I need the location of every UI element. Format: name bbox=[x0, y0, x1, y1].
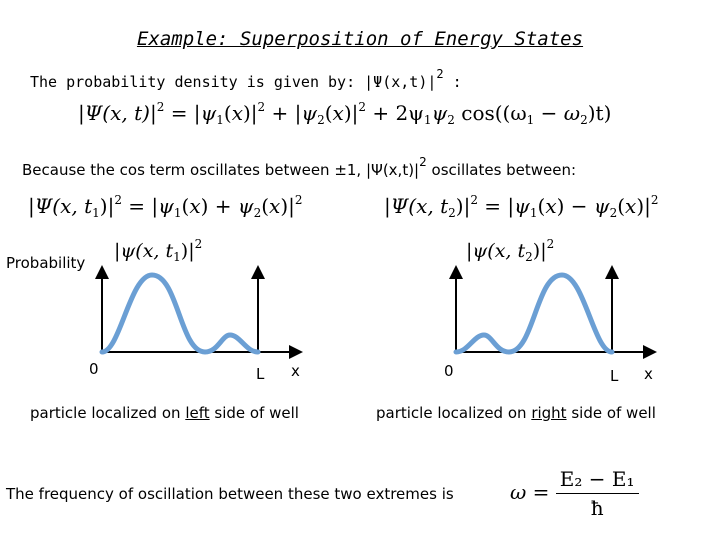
left-x-label: x bbox=[291, 362, 300, 380]
y-axis-label: Probability bbox=[6, 254, 86, 272]
main-equation: |Ψ(x, t)|2 = |ψ1(x)|2 + |ψ2(x)|2 + 2ψ1ψ2… bbox=[78, 100, 612, 127]
eq-lhs: Ψ(x, t) bbox=[84, 101, 150, 125]
intro-main: The probability density is given by: |Ψ(… bbox=[30, 73, 437, 91]
intro-exponent: 2 bbox=[436, 67, 444, 81]
frequency-numerator: E₂ − E₁ bbox=[555, 467, 639, 494]
slide-title: Example: Superposition of Energy States bbox=[136, 28, 584, 50]
eq-cos: cos((ω bbox=[461, 101, 527, 125]
right-probability-curve bbox=[453, 272, 615, 355]
eq-psi2: ψ bbox=[301, 101, 318, 125]
right-origin-label: 0 bbox=[444, 362, 454, 380]
right-well-edge-label: L bbox=[610, 367, 619, 385]
intro-tail: : bbox=[443, 73, 462, 91]
intro-text: The probability density is given by: |Ψ(… bbox=[30, 67, 462, 91]
right-curve-label: |ψ(x, t2)|2 bbox=[466, 237, 555, 264]
left-well-edge-label: L bbox=[256, 365, 265, 383]
eq-plus-1: + bbox=[271, 101, 289, 125]
right-case-minus: − bbox=[570, 194, 588, 218]
right-x-label: x bbox=[644, 365, 653, 383]
right-plot bbox=[449, 265, 657, 359]
frequency-equation: ω = E₂ − E₁ ħ bbox=[510, 467, 639, 520]
frequency-denominator: ħ bbox=[590, 496, 604, 520]
eq-minus: − bbox=[540, 101, 558, 125]
right-caption: particle localized on right side of well bbox=[376, 404, 656, 422]
eq-cross: 2ψ bbox=[395, 101, 424, 125]
frequency-text: The frequency of oscillation between the… bbox=[6, 485, 454, 503]
left-probability-curve bbox=[99, 272, 261, 355]
left-origin-label: 0 bbox=[89, 360, 99, 378]
left-plot bbox=[95, 265, 303, 359]
eq-psi1: ψ bbox=[200, 101, 217, 125]
oscillation-text: Because the cos term oscillates between … bbox=[22, 155, 577, 179]
right-case-equation: |Ψ(x, t2)|2 = |ψ1(x) − ψ2(x)|2 bbox=[384, 193, 659, 220]
left-caption: particle localized on left side of well bbox=[30, 404, 299, 422]
right-caption-key: right bbox=[531, 404, 567, 422]
left-case-plus: + bbox=[214, 194, 232, 218]
eq-plus-2: + bbox=[372, 101, 390, 125]
left-case-equation: |Ψ(x, t1)|2 = |ψ1(x) + ψ2(x)|2 bbox=[28, 193, 303, 220]
left-curve-label: |ψ(x, t1)|2 bbox=[114, 237, 203, 264]
left-caption-key: left bbox=[185, 404, 210, 422]
eq-equals: = bbox=[170, 101, 188, 125]
